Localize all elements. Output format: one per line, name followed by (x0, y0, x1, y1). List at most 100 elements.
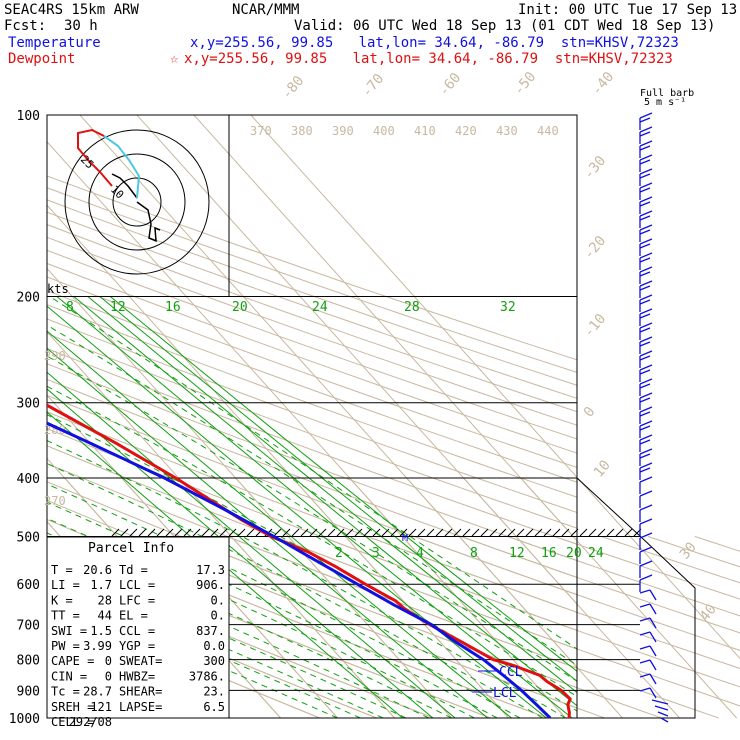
wind-barb-flag (639, 313, 651, 319)
parcel-field-value: 20.6 (83, 563, 112, 577)
hodo-ring-label: 25 (78, 153, 97, 172)
wind-barb-flag (639, 126, 653, 133)
wind-barb-flag (639, 659, 651, 664)
wind-barb-flag (639, 434, 653, 441)
dry-adiabat-line (47, 249, 577, 440)
parcel-field-label: SWEAT= (119, 654, 162, 668)
hodo-trace-low (136, 201, 161, 243)
wind-barb-flag (639, 645, 651, 650)
hatch-mark (174, 528, 183, 537)
theta-label: 420 (455, 124, 477, 138)
mixing-ratio-label: 16 (541, 546, 557, 561)
hatch-mark (435, 528, 444, 537)
wind-barb-flag (639, 322, 653, 329)
wind-barb-flag (639, 369, 651, 375)
hatch-mark (588, 528, 597, 537)
wind-barb-flag (639, 383, 651, 389)
hatch-mark (453, 528, 462, 537)
dry-adiabat-line (47, 394, 577, 596)
hatch-mark (615, 528, 624, 537)
wind-barb-flag (639, 603, 651, 608)
parcel-field-label: Tc = (51, 685, 80, 699)
wind-barb-flag (639, 392, 653, 399)
pressure-tick-label: 800 (17, 654, 40, 669)
isotherm-label: -10 (581, 311, 610, 341)
m-marker-label: M (402, 533, 408, 544)
wind-barb-flag (639, 397, 651, 403)
isotherm-label: 10 (591, 457, 614, 480)
hatch-mark (507, 528, 516, 537)
parcel-field-value: 0.0 (203, 639, 225, 653)
dry-adiabat-line (47, 378, 577, 578)
hodo-ring-middle (88, 153, 186, 251)
wind-barb-flag (639, 341, 651, 347)
parcel-field-label: LI = (51, 578, 80, 592)
hatch-mark (309, 528, 318, 537)
isotherm-line (47, 141, 566, 718)
hatch-mark (183, 528, 192, 537)
wind-barb-shaft (649, 617, 657, 629)
wind-barb-flag (639, 229, 651, 235)
parcel-field-label: TT = (51, 609, 80, 623)
wind-barb-shaft (649, 659, 657, 671)
parcel-info-title: Parcel Info (88, 541, 174, 556)
wind-barb-flag (639, 140, 653, 147)
dry-adiabat-line (507, 536, 740, 617)
isotherm-label: -20 (581, 233, 610, 263)
wind-barb-flag (639, 617, 651, 622)
wind-barb-flag (639, 201, 651, 207)
hatch-mark (120, 528, 129, 537)
dry-adiabat-line (647, 536, 740, 568)
dry-adiabat-line (47, 236, 577, 426)
dry-adiabat-line (554, 536, 740, 600)
pressure-tick-label: 500 (17, 530, 40, 545)
wind-barb-flag (654, 705, 669, 711)
init-time: Init: 00 UTC Tue 17 Sep 13 (518, 2, 738, 18)
parcel-field-value: 292/08 (69, 715, 112, 729)
theta-label: 400 (373, 124, 395, 138)
wind-barb-flag (639, 187, 651, 193)
mixing-ratio-label: 16 (165, 300, 181, 315)
parcel-field-value: 121 (90, 700, 112, 714)
hatch-mark (624, 528, 633, 537)
hatch-mark (480, 528, 489, 537)
hodo-ring-outer (64, 129, 210, 275)
hatch-mark (525, 528, 534, 537)
dry-adiabat-line (601, 536, 740, 584)
wind-barb-flag (639, 490, 653, 497)
wind-barb-flag (639, 439, 651, 445)
hatch-mark (417, 528, 426, 537)
parcel-field-value: 44 (98, 609, 112, 623)
hodo-ring-inner (112, 177, 162, 227)
full-barb-units: 5 m s⁻¹ (644, 97, 686, 108)
isotherm-label: 30 (677, 539, 700, 562)
parcel-field-value: 3.99 (83, 639, 112, 653)
moist-adiabat-line (47, 590, 338, 718)
wind-barb-flag (639, 145, 651, 151)
parcel-field-value: 28 (98, 593, 112, 607)
isotherm-label: -80 (279, 73, 308, 103)
hatch-mark (552, 528, 561, 537)
theta-label: 430 (496, 124, 518, 138)
hatch-mark (561, 528, 570, 537)
theta-label: 410 (414, 124, 436, 138)
wind-barb-flag (639, 574, 653, 581)
pressure-tick-label: 900 (17, 684, 40, 699)
dry-adiabat-line (47, 224, 577, 413)
parcel-field-label: CAPE = (51, 654, 94, 668)
hatch-mark (471, 528, 480, 537)
isotherm-line (519, 478, 737, 719)
wind-barb-flag (639, 280, 653, 287)
isotherm-line (250, 115, 577, 479)
hatch-mark (606, 528, 615, 537)
wind-barb-flag (639, 294, 653, 301)
hatch-mark (111, 528, 120, 537)
full-barb-label: Full barb (640, 88, 694, 99)
hatch-mark (363, 528, 372, 537)
dewpoint-station-info: x,y=255.56, 99.85 lat,lon= 34.64, -86.79… (184, 51, 673, 67)
parcel-field-value: 300 (203, 654, 225, 668)
wind-barb-flag (639, 196, 653, 203)
wind-barb-flag (639, 378, 653, 385)
hatch-mark (462, 528, 471, 537)
